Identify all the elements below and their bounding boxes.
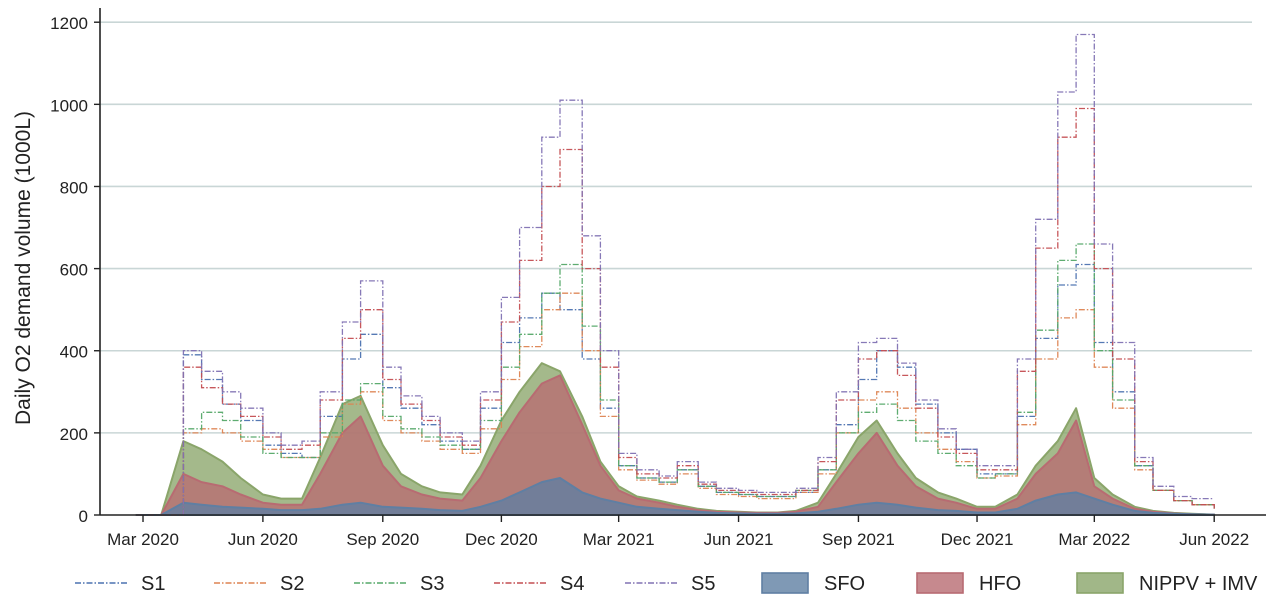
legend-item-s5: S5 <box>625 573 715 595</box>
x-tick-label: Dec 2021 <box>941 530 1014 549</box>
legend-label: SFO <box>824 573 865 595</box>
legend-label: HFO <box>979 573 1021 595</box>
x-tick-label: Jun 2022 <box>1179 530 1249 549</box>
y-tick-labels: 0 200 400 600 800 1000 1200 <box>50 14 100 526</box>
legend: S1 S2 S3 S4 S5 SFO HFO NIPPV + IMV <box>75 572 1258 595</box>
legend-item-sfo: SFO <box>761 572 865 595</box>
legend-label: S2 <box>280 573 304 595</box>
x-tick-label: Jun 2021 <box>704 530 774 549</box>
x-tick-label: Mar 2022 <box>1058 530 1130 549</box>
x-tick-label: Mar 2020 <box>107 530 179 549</box>
legend-label: S1 <box>141 573 165 595</box>
legend-label: S3 <box>420 573 444 595</box>
y-tick-label: 600 <box>60 261 88 280</box>
y-tick-label: 200 <box>60 425 88 444</box>
x-tick-label: Mar 2021 <box>583 530 655 549</box>
y-tick-label: 0 <box>79 507 88 526</box>
legend-label: S4 <box>560 573 584 595</box>
axes <box>99 8 1266 516</box>
y-tick-label: 1200 <box>50 14 88 33</box>
y-axis-title: Daily O2 demand volume (1000L) <box>12 111 35 425</box>
x-tick-label: Sep 2021 <box>822 530 895 549</box>
horizontal-gridlines <box>100 21 1252 434</box>
area-sfo <box>135 477 1216 516</box>
y-tick-label: 1000 <box>50 96 88 115</box>
legend-item-s4: S4 <box>494 573 584 595</box>
x-tick-labels: Mar 2020 Jun 2020 Sep 2020 Dec 2020 Mar 2021… <box>107 515 1249 549</box>
line-s3 <box>136 243 1215 516</box>
legend-label: NIPPV + IMV <box>1139 573 1258 595</box>
legend-item-hfo: HFO <box>916 572 1021 595</box>
x-tick-label: Sep 2020 <box>346 530 419 549</box>
legend-label: S5 <box>691 573 715 595</box>
area-nippv-imv <box>135 362 1216 516</box>
line-series-group <box>136 33 1215 516</box>
area-series-group <box>135 362 1216 516</box>
x-tick-label: Jun 2020 <box>228 530 298 549</box>
line-s5 <box>136 33 1215 516</box>
line-s2 <box>136 292 1215 516</box>
legend-swatch <box>1076 572 1124 594</box>
legend-item-nippv-imv: NIPPV + IMV <box>1076 572 1258 595</box>
y-tick-label: 800 <box>60 178 88 197</box>
legend-item-s3: S3 <box>354 573 444 595</box>
legend-item-s1: S1 <box>75 573 165 595</box>
x-tick-label: Dec 2020 <box>465 530 538 549</box>
y-tick-label: 400 <box>60 343 88 362</box>
area-hfo <box>135 374 1216 516</box>
legend-swatch <box>761 572 809 594</box>
legend-item-s2: S2 <box>214 573 304 595</box>
legend-swatch <box>916 572 964 594</box>
